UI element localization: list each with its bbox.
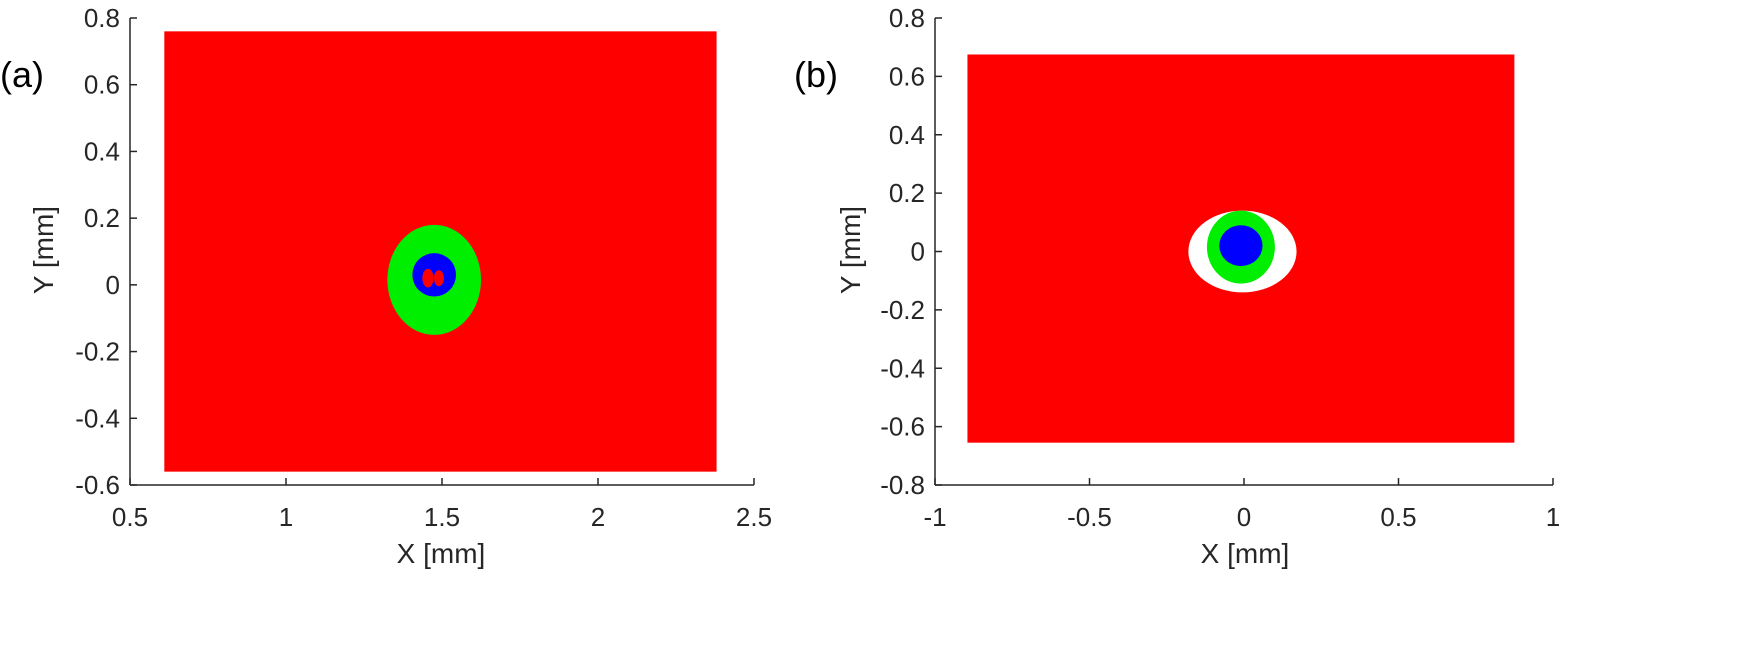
panel-a-y-tick-label-5: 0.4	[84, 136, 120, 166]
panel-b-y-tick-label-4: 0	[911, 237, 925, 267]
panel-a: 0.5 1 1.5 2 2.5 -0.6 -0.4 -0.2 0 0.2 0.4 0.6 0.8 (a)…	[0, 3, 772, 569]
panel-a-y-tick-label-7: 0.8	[84, 3, 120, 33]
panel-b-y-tick-label-6: 0.4	[889, 120, 925, 150]
panel-b-y-tick-label-0: -0.8	[880, 470, 925, 500]
panel-b-x-tick-label-4: 1	[1546, 502, 1560, 532]
panel-b-y-tick-label-1: -0.6	[880, 412, 925, 442]
panel-b-y-tick-label-8: 0.8	[889, 3, 925, 33]
panel-b-core-region	[1219, 225, 1263, 267]
panel-b-y-axis-label: Y [mm]	[835, 206, 866, 294]
panel-a-y-tick-label-1: -0.4	[75, 403, 120, 433]
panel-b-plot-area	[967, 54, 1515, 443]
panel-a-y-tick-label-4: 0.2	[84, 203, 120, 233]
panel-b-x-tick-label-2: 0	[1237, 502, 1251, 532]
panel-a-inner-spot-2	[433, 270, 444, 287]
panel-a-x-tick-label-4: 2.5	[736, 502, 772, 532]
panel-a-plot-area	[164, 31, 717, 472]
panel-b-y-tick-label-7: 0.6	[889, 61, 925, 91]
panel-a-core-region	[412, 253, 457, 297]
panel-b-y-tick-label-3: -0.2	[880, 295, 925, 325]
panel-a-y-tick-label-2: -0.2	[75, 337, 120, 367]
panel-a-y-tick-label-6: 0.6	[84, 70, 120, 100]
panel-b-x-tick-label-3: 0.5	[1380, 502, 1416, 532]
panel-b-x-tick-label-1: -0.5	[1067, 502, 1112, 532]
panel-b-y-tick-label-5: 0.2	[889, 178, 925, 208]
panel-b-x-tick-label-0: -1	[923, 502, 946, 532]
panel-b-label: (b)	[794, 54, 838, 95]
panel-b-y-tick-label-2: -0.4	[880, 353, 925, 383]
panel-a-y-tick-label-3: 0	[106, 270, 120, 300]
panel-a-y-tick-label-0: -0.6	[75, 470, 120, 500]
panel-a-inner-spot-1	[422, 268, 434, 288]
panel-b-axes: -1 -0.5 0 0.5 1 -0.8 -0.6 -0.4 -0.2 0 0.2 0.4 0.6 0.8	[880, 3, 1560, 532]
panel-a-axes: 0.5 1 1.5 2 2.5 -0.6 -0.4 -0.2 0 0.2 0.4 0.6 0.8	[75, 3, 772, 532]
panel-a-y-axis-label: Y [mm]	[28, 206, 59, 294]
panel-b-x-axis-label: X [mm]	[1201, 538, 1290, 569]
panel-b: -1 -0.5 0 0.5 1 -0.8 -0.6 -0.4 -0.2 0 0.2 0.4 0.6 0.8…	[794, 3, 1560, 569]
panel-a-label: (a)	[0, 54, 44, 95]
panel-a-x-tick-label-2: 1.5	[424, 502, 460, 532]
panel-a-x-tick-label-1: 1	[279, 502, 293, 532]
panel-a-x-tick-label-0: 0.5	[112, 502, 148, 532]
panel-a-x-axis-label: X [mm]	[397, 538, 486, 569]
panel-a-x-tick-label-3: 2	[591, 502, 605, 532]
